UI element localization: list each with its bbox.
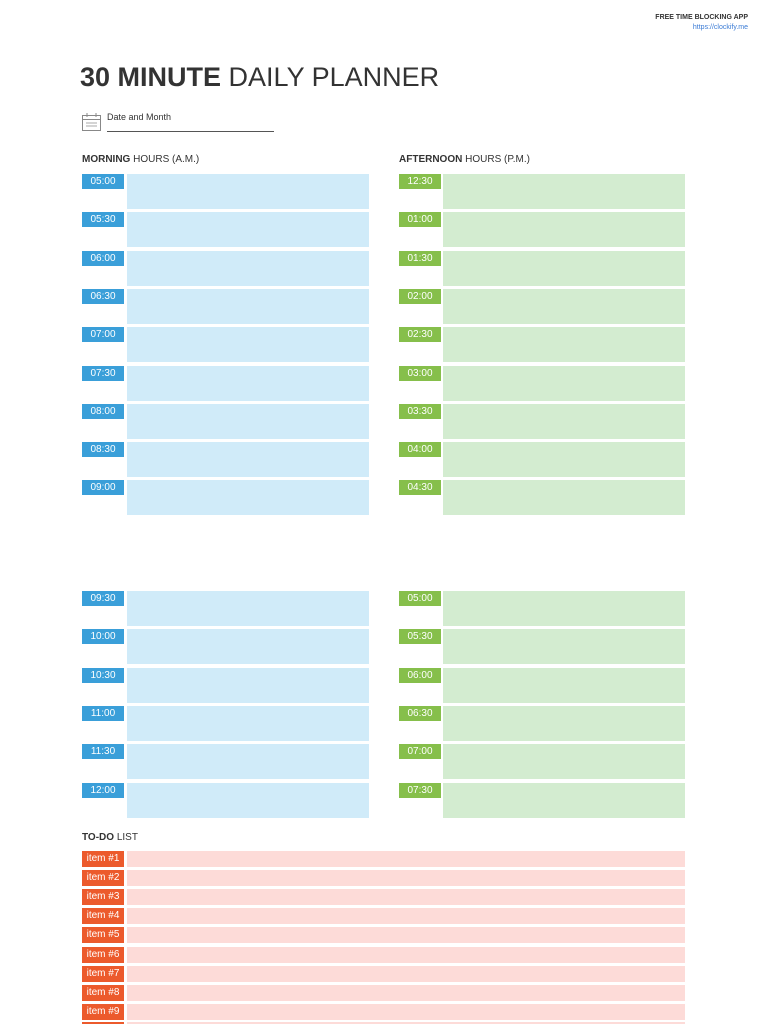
time-label: 07:00 — [399, 744, 441, 760]
title: 30 MINUTE DAILY PLANNER — [80, 62, 439, 93]
heading-rest: HOURS (A.M.) — [133, 154, 200, 165]
time-box — [127, 174, 369, 209]
todo-box — [127, 870, 685, 887]
time-label: 01:00 — [399, 212, 441, 228]
time-label: 06:00 — [82, 250, 124, 266]
time-box — [127, 288, 369, 324]
todo-label-partial — [82, 1022, 124, 1024]
time-label: 11:30 — [82, 744, 124, 760]
time-box — [443, 744, 685, 780]
time-label: 01:30 — [399, 250, 441, 266]
time-label: 07:30 — [82, 365, 124, 381]
time-label: 04:30 — [399, 480, 441, 496]
time-label: 08:00 — [82, 403, 124, 419]
todo-label: item #7 — [82, 965, 124, 982]
time-label: 09:30 — [82, 591, 124, 606]
todo-heading: TO-DO LIST — [82, 832, 138, 843]
todo-box — [127, 965, 685, 982]
title-rest: DAILY PLANNER — [228, 62, 440, 92]
time-label: 05:00 — [399, 591, 441, 606]
todo-box — [127, 984, 685, 1001]
time-label: 02:00 — [399, 288, 441, 304]
time-box — [443, 629, 685, 665]
time-box — [443, 591, 685, 626]
time-box — [127, 782, 369, 818]
time-box — [127, 744, 369, 780]
time-label: 10:00 — [82, 629, 124, 645]
todo-label: item #8 — [82, 984, 124, 1001]
time-box — [127, 629, 369, 665]
time-label: 07:00 — [82, 327, 124, 343]
time-box — [127, 403, 369, 439]
time-label: 05:30 — [399, 629, 441, 645]
time-box — [443, 288, 685, 324]
heading-bold: TO-DO — [82, 832, 115, 843]
date-line — [107, 131, 274, 132]
time-label: 04:00 — [399, 442, 441, 458]
time-box — [127, 705, 369, 741]
time-box — [127, 667, 369, 703]
todo-label: item #2 — [82, 870, 124, 887]
todo-box — [127, 927, 685, 944]
afternoon-heading: AFTERNOON HOURS (P.M.) — [399, 154, 530, 165]
title-bold: 30 MINUTE — [80, 62, 222, 92]
time-label: 09:00 — [82, 480, 124, 496]
todo-label: item #1 — [82, 851, 124, 867]
time-label: 12:00 — [82, 782, 124, 798]
time-box — [127, 591, 369, 626]
todo-box — [127, 908, 685, 925]
time-label: 03:00 — [399, 365, 441, 381]
todo-box — [127, 889, 685, 906]
time-box — [127, 212, 369, 248]
todo-box — [127, 1003, 685, 1020]
time-box — [127, 250, 369, 286]
time-box — [443, 212, 685, 248]
heading-rest: LIST — [116, 832, 138, 843]
time-label: 11:00 — [82, 705, 124, 721]
time-label: 02:30 — [399, 327, 441, 343]
todo-label: item #6 — [82, 946, 124, 963]
time-box — [127, 365, 369, 401]
time-box — [127, 327, 369, 363]
todo-label: item #4 — [82, 908, 124, 925]
todo-box-partial — [127, 1022, 685, 1024]
time-label: 07:30 — [399, 782, 441, 798]
todo-label: item #9 — [82, 1003, 124, 1020]
time-box — [443, 442, 685, 478]
time-label: 03:30 — [399, 403, 441, 419]
time-box — [443, 480, 685, 516]
time-box — [443, 667, 685, 703]
todo-box — [127, 946, 685, 963]
time-box — [443, 782, 685, 818]
heading-bold: MORNING — [82, 154, 131, 165]
time-box — [443, 327, 685, 363]
app-url[interactable]: https://clockify.me — [692, 24, 748, 31]
morning-heading: MORNING HOURS (A.M.) — [82, 154, 199, 165]
time-label: 06:30 — [82, 288, 124, 304]
time-label: 10:30 — [82, 667, 124, 683]
time-box — [127, 442, 369, 478]
time-label: 05:00 — [82, 174, 124, 189]
time-label: 05:30 — [82, 212, 124, 228]
app-name: FREE TIME BLOCKING APP — [655, 14, 748, 21]
todo-label: item #3 — [82, 889, 124, 906]
date-label: Date and Month — [107, 112, 172, 122]
time-label: 06:00 — [399, 667, 441, 683]
todo-label: item #5 — [82, 927, 124, 944]
time-box — [443, 250, 685, 286]
heading-bold: AFTERNOON — [399, 154, 463, 165]
time-label: 06:30 — [399, 705, 441, 721]
time-label: 12:30 — [399, 174, 441, 189]
time-box — [443, 365, 685, 401]
time-label: 08:30 — [82, 442, 124, 458]
calendar-icon — [82, 113, 101, 131]
time-box — [443, 403, 685, 439]
time-box — [443, 174, 685, 209]
time-box — [443, 705, 685, 741]
time-box — [127, 480, 369, 516]
heading-rest: HOURS (P.M.) — [465, 154, 530, 165]
todo-box — [127, 851, 685, 867]
